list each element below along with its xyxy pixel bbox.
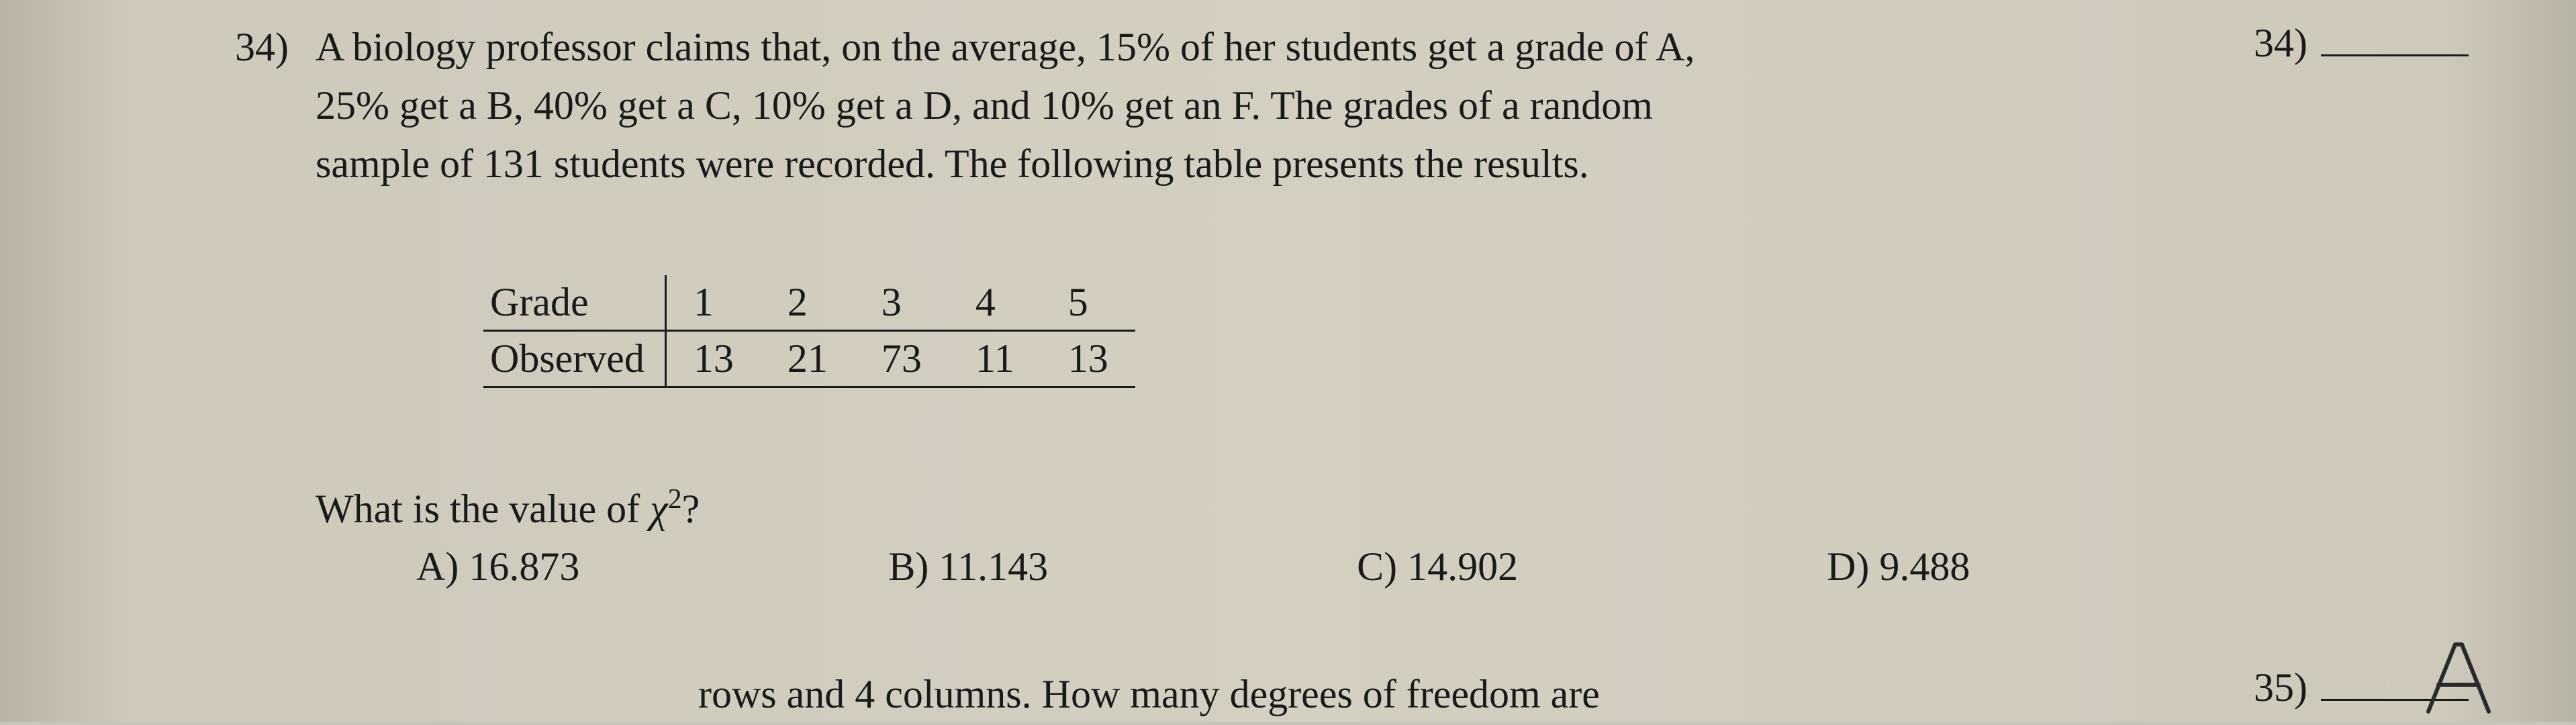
col-4: 4: [949, 275, 1041, 331]
choices-row: A) 16.873 B) 11.143 C) 14.902 D) 9.488: [416, 544, 2095, 590]
col-5: 5: [1041, 275, 1135, 331]
obs-5: 13: [1041, 331, 1135, 387]
subquestion: What is the value of χ2?: [316, 483, 700, 532]
question-line-3: sample of 131 students were recorded. Th…: [316, 137, 2262, 191]
obs-3: 73: [855, 331, 949, 387]
col-3: 3: [855, 275, 949, 331]
choice-d-label: D): [1827, 544, 1869, 589]
col-2: 2: [761, 275, 855, 331]
question-number: 34): [235, 20, 289, 75]
choice-d-value: 9.488: [1879, 544, 1970, 589]
grade-table: Grade 1 2 3 4 5 Observed 13 21 73 11 13: [483, 275, 1135, 388]
choice-d: D) 9.488: [1827, 544, 1970, 590]
table-row: Grade 1 2 3 4 5: [483, 275, 1135, 331]
choice-a: A) 16.873: [416, 544, 579, 590]
question-text: A biology professor claims that, on the …: [316, 20, 2262, 191]
question-line-2: 25% get a B, 40% get a C, 10% get a D, a…: [316, 79, 2262, 133]
table-row: Observed 13 21 73 11 13: [483, 331, 1135, 387]
choice-c: C) 14.902: [1357, 544, 1518, 590]
row-label-observed: Observed: [483, 331, 665, 387]
obs-4: 11: [949, 331, 1041, 387]
col-1: 1: [665, 275, 761, 331]
answer-blank-35-label: 35): [2254, 665, 2307, 710]
answer-underline: [2321, 24, 2469, 56]
chi-exponent: 2: [668, 484, 682, 515]
question-34: 34) A biology professor claims that, on …: [316, 20, 2262, 195]
choice-b-label: B): [888, 544, 928, 589]
choice-c-label: C): [1357, 544, 1397, 589]
page-scan: 34) A biology professor claims that, on …: [0, 0, 2576, 722]
question-line-1: A biology professor claims that, on the …: [316, 20, 2262, 75]
next-question-partial: rows and 4 columns. How many degrees of …: [698, 671, 1600, 718]
answer-blank-34: 34): [2254, 20, 2469, 66]
choice-b: B) 11.143: [888, 544, 1048, 590]
obs-2: 21: [761, 331, 855, 387]
choice-a-label: A): [416, 544, 459, 589]
choice-b-value: 11.143: [939, 544, 1048, 589]
subq-prefix: What is the value of: [316, 487, 650, 531]
handwritten-answer-icon: [2408, 631, 2516, 725]
row-label-grade: Grade: [483, 275, 665, 331]
obs-1: 13: [665, 331, 761, 387]
choice-a-value: 16.873: [469, 544, 579, 589]
choice-c-value: 14.902: [1407, 544, 1518, 589]
subq-suffix: ?: [682, 487, 700, 531]
chi-symbol: χ: [650, 487, 667, 531]
answer-blank-label: 34): [2254, 21, 2307, 65]
